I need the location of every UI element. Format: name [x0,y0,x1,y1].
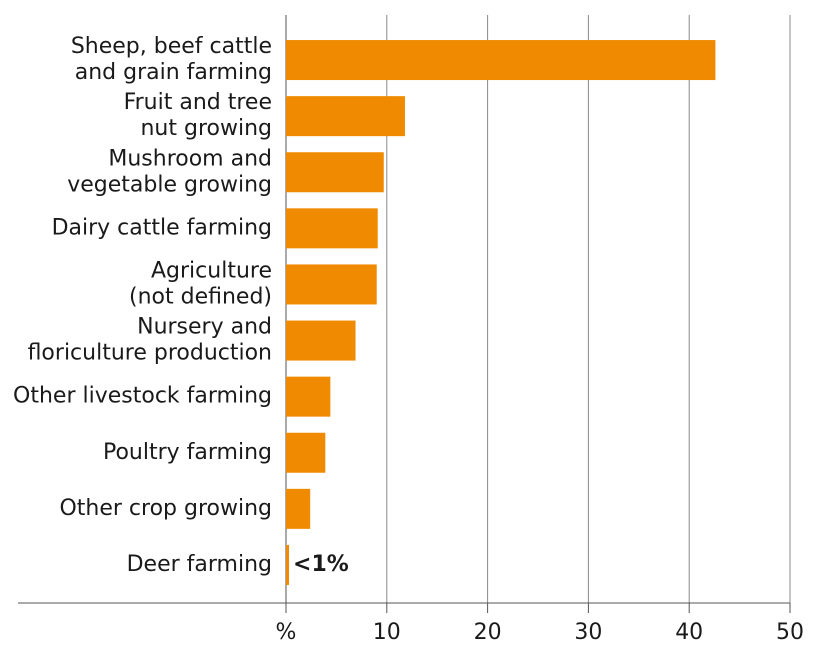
bar [286,40,716,81]
bar [286,320,356,361]
bar [286,376,331,417]
x-tick-label: 50 [776,620,804,645]
y-tick-label: Poultry farming [103,440,272,465]
y-tick-label: Sheep, beef cattle and grain farming [71,34,272,85]
data-label: <1% [293,552,349,577]
y-tick-label: Nursery and floriculture production [28,315,272,366]
y-tick-label: Other livestock farming [13,384,272,409]
x-tick-label: 40 [675,620,703,645]
y-tick-label: Fruit and tree nut growing [124,90,272,141]
y-tick-label: Deer farming [127,552,272,577]
y-tick-label: Mushroom and vegetable growing [67,146,272,197]
bar [286,544,290,585]
x-tick-label: % [276,620,297,645]
x-tick-label: 20 [474,620,502,645]
bar [286,264,377,305]
y-tick-label: Other crop growing [59,496,272,521]
y-tick-label: Agriculture (not defined) [129,258,272,309]
bar [286,208,378,249]
x-tick-label: 30 [574,620,602,645]
bar [286,152,384,193]
x-tick-label: 10 [373,620,401,645]
bar [286,432,326,473]
y-tick-label: Dairy cattle farming [52,215,272,240]
bar [286,96,405,137]
bar [286,488,311,529]
